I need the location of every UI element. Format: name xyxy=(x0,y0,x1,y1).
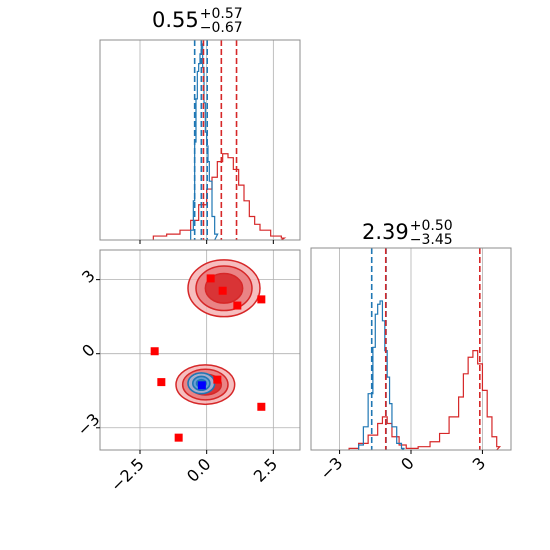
y-title-value: 2.39 xyxy=(362,220,409,244)
y-marginal-series-0 xyxy=(348,350,502,451)
joint-panel: −2.5 0.0 2.5 −3 0 3 xyxy=(73,249,301,495)
blue-square-marker xyxy=(197,381,206,390)
joint-frame xyxy=(99,249,301,451)
x-marginal-series-0 xyxy=(152,153,287,241)
red-square-marker xyxy=(206,274,215,283)
red-square-marker xyxy=(174,433,183,442)
red-square-marker xyxy=(157,378,166,387)
x-title-value: 0.55 xyxy=(152,8,199,32)
x-title-plus: +0.57 xyxy=(199,6,243,22)
joint-y-tick-label: −3 xyxy=(73,410,103,440)
y-marginal-tick-label: 0 xyxy=(397,453,418,474)
x-marginal-title: 0.55 +0.57 −0.67 xyxy=(152,7,243,35)
joint-x-tick-label: 2.5 xyxy=(250,454,281,485)
x-marginal-frame xyxy=(99,39,301,241)
joint-y-tick-label: 3 xyxy=(78,266,99,287)
y-marginal-panel: −3 0 3 xyxy=(310,247,512,484)
y-marginal-title: 2.39 +0.50 −3.45 xyxy=(362,219,453,247)
x-marginal-panel xyxy=(99,39,301,244)
red-square-marker xyxy=(150,347,159,356)
y-marginal-series-1 xyxy=(358,300,405,451)
joint-x-tick-label: −2.5 xyxy=(107,454,148,495)
red-square-marker xyxy=(257,295,266,304)
red-square-marker xyxy=(257,402,266,411)
joint-x-tick-label: 0.0 xyxy=(183,454,214,485)
y-title-minus: −3.45 xyxy=(409,232,453,248)
red-square-marker xyxy=(213,375,222,384)
red-square-marker xyxy=(218,286,227,295)
y-title-plus: +0.50 xyxy=(409,218,453,234)
x-title-minus: −0.67 xyxy=(199,20,243,36)
y-marginal-tick-label: −3 xyxy=(316,453,346,483)
y-marginal-tick-label: 3 xyxy=(469,453,490,474)
joint-y-tick-label: 0 xyxy=(78,340,99,361)
red-square-marker xyxy=(233,301,242,310)
